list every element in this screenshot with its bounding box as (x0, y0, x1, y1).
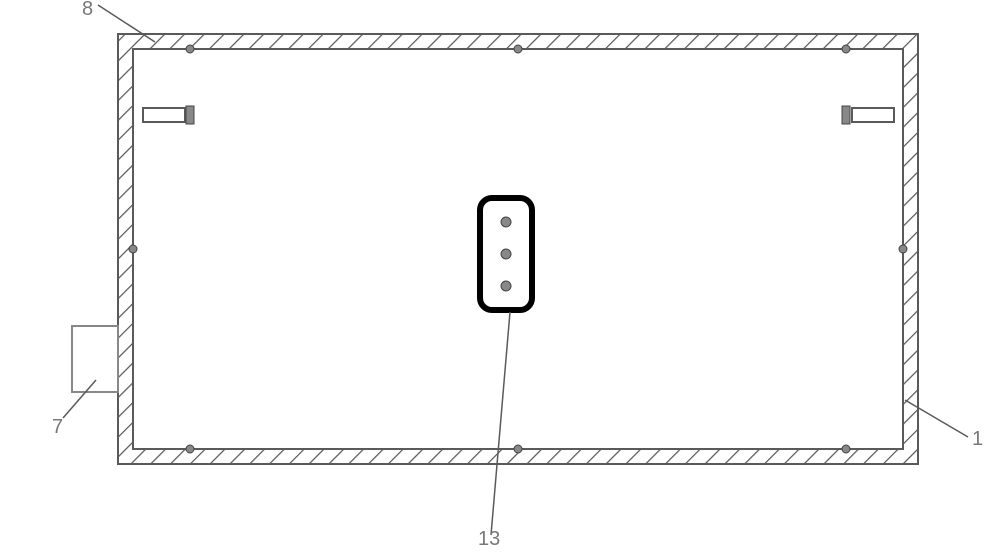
technical-diagram (0, 0, 1000, 553)
label-13: 13 (478, 528, 500, 551)
label-7: 7 (52, 416, 63, 439)
left-protrusion (143, 106, 194, 124)
right-protrusion (842, 106, 894, 124)
center-component (480, 198, 532, 310)
label-8: 8 (82, 0, 93, 21)
diagram-svg (0, 0, 1000, 553)
label-1: 1 (972, 428, 983, 451)
